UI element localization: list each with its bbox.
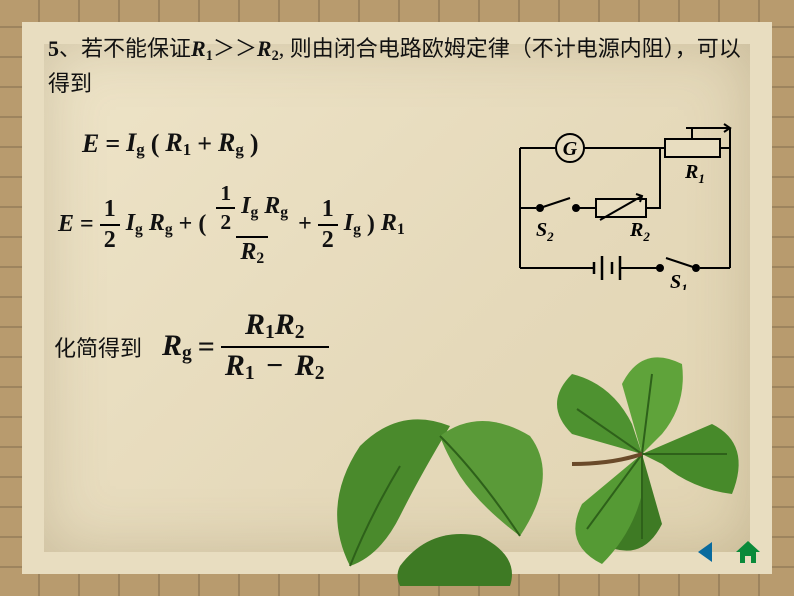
simplify-label: 化简得到 [54,331,142,363]
svg-text:R2: R2 [629,219,650,244]
nav-home-icon[interactable] [734,538,762,566]
nav-buttons [692,538,762,566]
svg-text:S2: S2 [536,219,554,244]
svg-text:S1: S1 [670,271,688,290]
fraction-result: R1R2 R1 − R2 [221,309,329,384]
fraction-half-2: 1 2 [318,197,338,253]
fraction-half-1: 1 2 [100,197,120,253]
svg-text:R1: R1 [684,161,705,186]
question-number: 5 [48,36,59,61]
circuit-diagram: G R1 R2 S2 S1 [500,118,748,290]
question-text: 5、若不能保证R1＞＞R2, 则由闭合电路欧姆定律（不计电源内阻），可以得到 [48,32,746,100]
equation-3-row: 化简得到 Rg = R1R2 R1 − R2 [54,309,746,384]
galvanometer-label: G [563,138,578,160]
nav-back-icon[interactable] [692,538,720,566]
equation-3: Rg = R1R2 R1 − R2 [162,309,329,384]
fraction-inner: 1 2 Ig Rg R2 [212,182,292,267]
slide-content: 5、若不能保证R1＞＞R2, 则由闭合电路欧姆定律（不计电源内阻），可以得到 E… [22,22,772,574]
